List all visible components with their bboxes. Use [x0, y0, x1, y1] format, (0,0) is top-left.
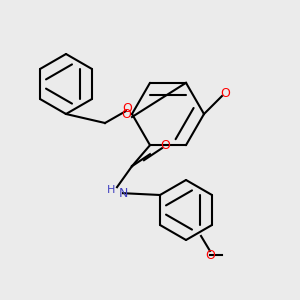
Text: H: H	[107, 185, 115, 195]
Text: O: O	[220, 86, 230, 100]
Text: O: O	[160, 139, 170, 152]
Text: N: N	[118, 187, 128, 200]
Text: O: O	[205, 249, 215, 262]
Text: O: O	[121, 107, 131, 121]
Text: O: O	[123, 101, 132, 115]
